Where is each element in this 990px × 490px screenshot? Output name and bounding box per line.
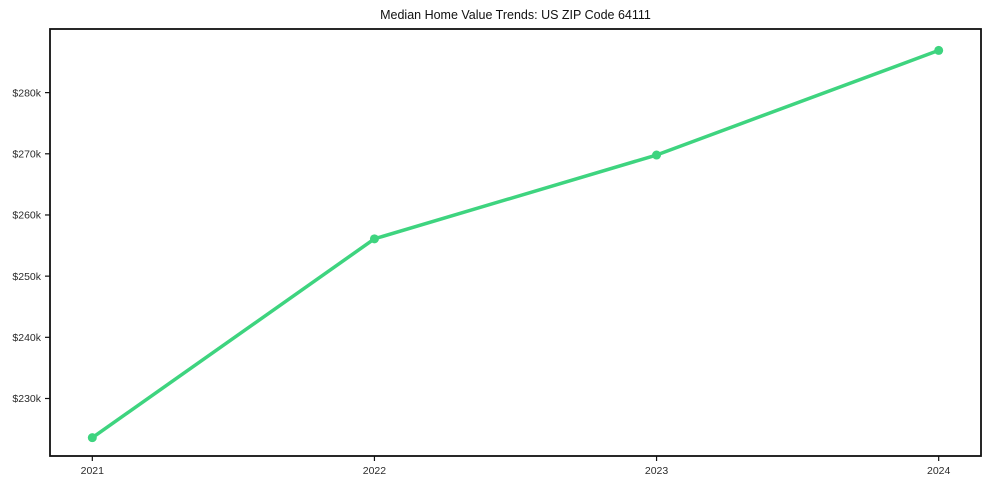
trend-line xyxy=(90,48,941,440)
data-point-marker xyxy=(652,150,662,160)
x-tick-label: 2023 xyxy=(645,465,669,477)
y-tick-label: $240k xyxy=(12,332,41,344)
x-tick-label: 2024 xyxy=(927,465,951,477)
y-tick-label: $230k xyxy=(12,393,41,405)
y-tick-label: $280k xyxy=(12,87,41,99)
y-tick-label: $260k xyxy=(12,210,41,222)
y-tick-label: $250k xyxy=(12,271,41,283)
x-tick-label: 2021 xyxy=(81,465,105,477)
plot-area xyxy=(49,28,982,457)
data-point-marker xyxy=(934,45,944,55)
data-point-marker xyxy=(369,234,379,244)
data-point-marker xyxy=(87,433,97,443)
x-tick-label: 2022 xyxy=(363,465,387,477)
chart-title: Median Home Value Trends: US ZIP Code 64… xyxy=(380,8,651,22)
y-tick-label: $270k xyxy=(12,148,41,160)
